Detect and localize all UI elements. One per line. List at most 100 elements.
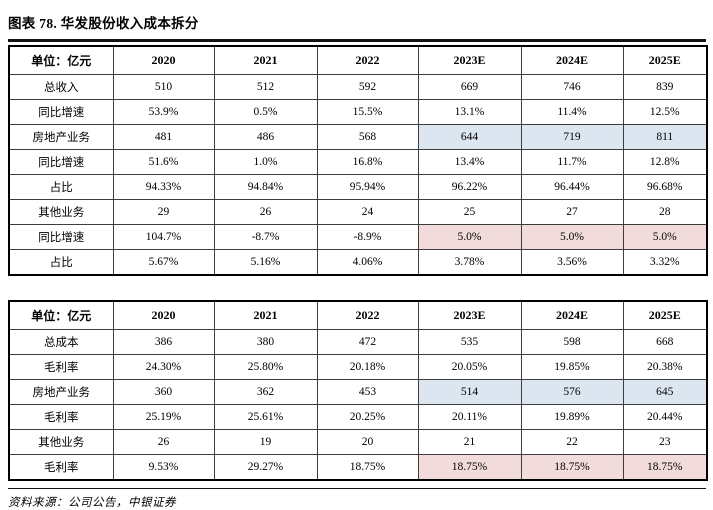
value-cell: 19 [213, 428, 318, 455]
value-cell: 11.4% [520, 98, 624, 125]
value-cell: 94.84% [213, 173, 318, 200]
value-cell: 13.1% [417, 98, 522, 125]
value-cell: 5.0% [520, 223, 624, 250]
year-header-cell: 2022 [316, 300, 419, 330]
value-cell: 20.05% [417, 353, 522, 380]
row-label-cell: 占比 [8, 173, 114, 200]
row-label-cell: 其他业务 [8, 198, 114, 225]
value-cell: 25 [417, 198, 522, 225]
value-cell: 360 [112, 378, 215, 405]
revenue-table: 单位：亿元 2020 2021 2022 2023E 2024E 2025E 总收入 510 51… [8, 44, 708, 276]
value-cell: 22 [520, 428, 624, 455]
value-cell: -8.9% [316, 223, 419, 250]
value-cell: 535 [417, 328, 522, 355]
value-cell: 20 [316, 428, 419, 455]
value-cell: 568 [316, 123, 419, 150]
table-row: 房地产业务 360 362 453 514 576 645 [8, 378, 708, 405]
value-cell: 5.67% [112, 248, 215, 275]
value-cell: 24 [316, 198, 419, 225]
value-cell: 15.5% [316, 98, 419, 125]
table-row: 同比增速 51.6% 1.0% 16.8% 13.4% 11.7% 12.8% [8, 148, 708, 175]
value-cell: 18.75% [520, 453, 624, 480]
value-cell: 669 [417, 73, 522, 100]
value-cell: 24.30% [112, 353, 215, 380]
cost-table: 单位：亿元 2020 2021 2022 2023E 2024E 2025E 总成本 386 38… [8, 299, 708, 481]
year-header-cell: 2022 [316, 45, 419, 75]
table-row: 其他业务 29 26 24 25 27 28 [8, 198, 708, 225]
table-row: 房地产业务 481 486 568 644 719 811 [8, 123, 708, 150]
value-cell: 21 [417, 428, 522, 455]
value-cell: 644 [417, 123, 522, 150]
value-cell: 94.33% [112, 173, 215, 200]
row-label-cell: 毛利率 [8, 403, 114, 430]
value-cell: 51.6% [112, 148, 215, 175]
row-label-cell: 房地产业务 [8, 378, 114, 405]
header-row: 单位：亿元 2020 2021 2022 2023E 2024E 2025E [8, 300, 708, 330]
value-cell: 3.78% [417, 248, 522, 275]
year-header-cell: 2024E [520, 45, 624, 75]
value-cell: 12.8% [622, 148, 708, 175]
value-cell: 719 [520, 123, 624, 150]
row-label-cell: 其他业务 [8, 428, 114, 455]
value-cell: 1.0% [213, 148, 318, 175]
year-header-cell: 2024E [520, 300, 624, 330]
value-cell: 20.11% [417, 403, 522, 430]
figure-title: 图表 78. 华发股份收入成本拆分 [8, 16, 199, 31]
value-cell: 3.56% [520, 248, 624, 275]
value-cell: 19.89% [520, 403, 624, 430]
value-cell: 811 [622, 123, 708, 150]
value-cell: 26 [112, 428, 215, 455]
value-cell: 16.8% [316, 148, 419, 175]
value-cell: 26 [213, 198, 318, 225]
table-row: 占比 94.33% 94.84% 95.94% 96.22% 96.44% 96.68% [8, 173, 708, 200]
unit-header-cell: 单位：亿元 [8, 45, 114, 75]
value-cell: 13.4% [417, 148, 522, 175]
value-cell: 839 [622, 73, 708, 100]
value-cell: 28 [622, 198, 708, 225]
header-row: 单位：亿元 2020 2021 2022 2023E 2024E 2025E [8, 45, 708, 75]
table-row: 同比增速 104.7% -8.7% -8.9% 5.0% 5.0% 5.0% [8, 223, 708, 250]
value-cell: 746 [520, 73, 624, 100]
value-cell: 362 [213, 378, 318, 405]
value-cell: 18.75% [316, 453, 419, 480]
table-row: 毛利率 24.30% 25.80% 20.18% 20.05% 19.85% 20.38% [8, 353, 708, 380]
table-row: 总收入 510 512 592 669 746 839 [8, 73, 708, 100]
row-label-cell: 同比增速 [8, 98, 114, 125]
value-cell: 25.80% [213, 353, 318, 380]
value-cell: 19.85% [520, 353, 624, 380]
value-cell: 104.7% [112, 223, 215, 250]
value-cell: 592 [316, 73, 419, 100]
value-cell: 481 [112, 123, 215, 150]
value-cell: 27 [520, 198, 624, 225]
year-header-cell: 2023E [417, 45, 522, 75]
value-cell: 12.5% [622, 98, 708, 125]
value-cell: 472 [316, 328, 419, 355]
value-cell: 598 [520, 328, 624, 355]
value-cell: 386 [112, 328, 215, 355]
value-cell: 510 [112, 73, 215, 100]
value-cell: 29.27% [213, 453, 318, 480]
value-cell: -8.7% [213, 223, 318, 250]
table-row: 总成本 386 380 472 535 598 668 [8, 328, 708, 355]
value-cell: 96.68% [622, 173, 708, 200]
table-row: 同比增速 53.9% 0.5% 15.5% 13.1% 11.4% 12.5% [8, 98, 708, 125]
year-header-cell: 2021 [213, 300, 318, 330]
row-label-cell: 毛利率 [8, 353, 114, 380]
value-cell: 5.0% [417, 223, 522, 250]
value-cell: 53.9% [112, 98, 215, 125]
year-header-cell: 2020 [112, 300, 215, 330]
year-header-cell: 2023E [417, 300, 522, 330]
table-row: 占比 5.67% 5.16% 4.06% 3.78% 3.56% 3.32% [8, 248, 708, 275]
value-cell: 20.38% [622, 353, 708, 380]
value-cell: 576 [520, 378, 624, 405]
value-cell: 645 [622, 378, 708, 405]
footer-divider [8, 487, 706, 489]
value-cell: 96.22% [417, 173, 522, 200]
value-cell: 0.5% [213, 98, 318, 125]
value-cell: 3.32% [622, 248, 708, 275]
year-header-cell: 2025E [622, 300, 708, 330]
value-cell: 11.7% [520, 148, 624, 175]
year-header-cell: 2025E [622, 45, 708, 75]
row-label-cell: 总成本 [8, 328, 114, 355]
